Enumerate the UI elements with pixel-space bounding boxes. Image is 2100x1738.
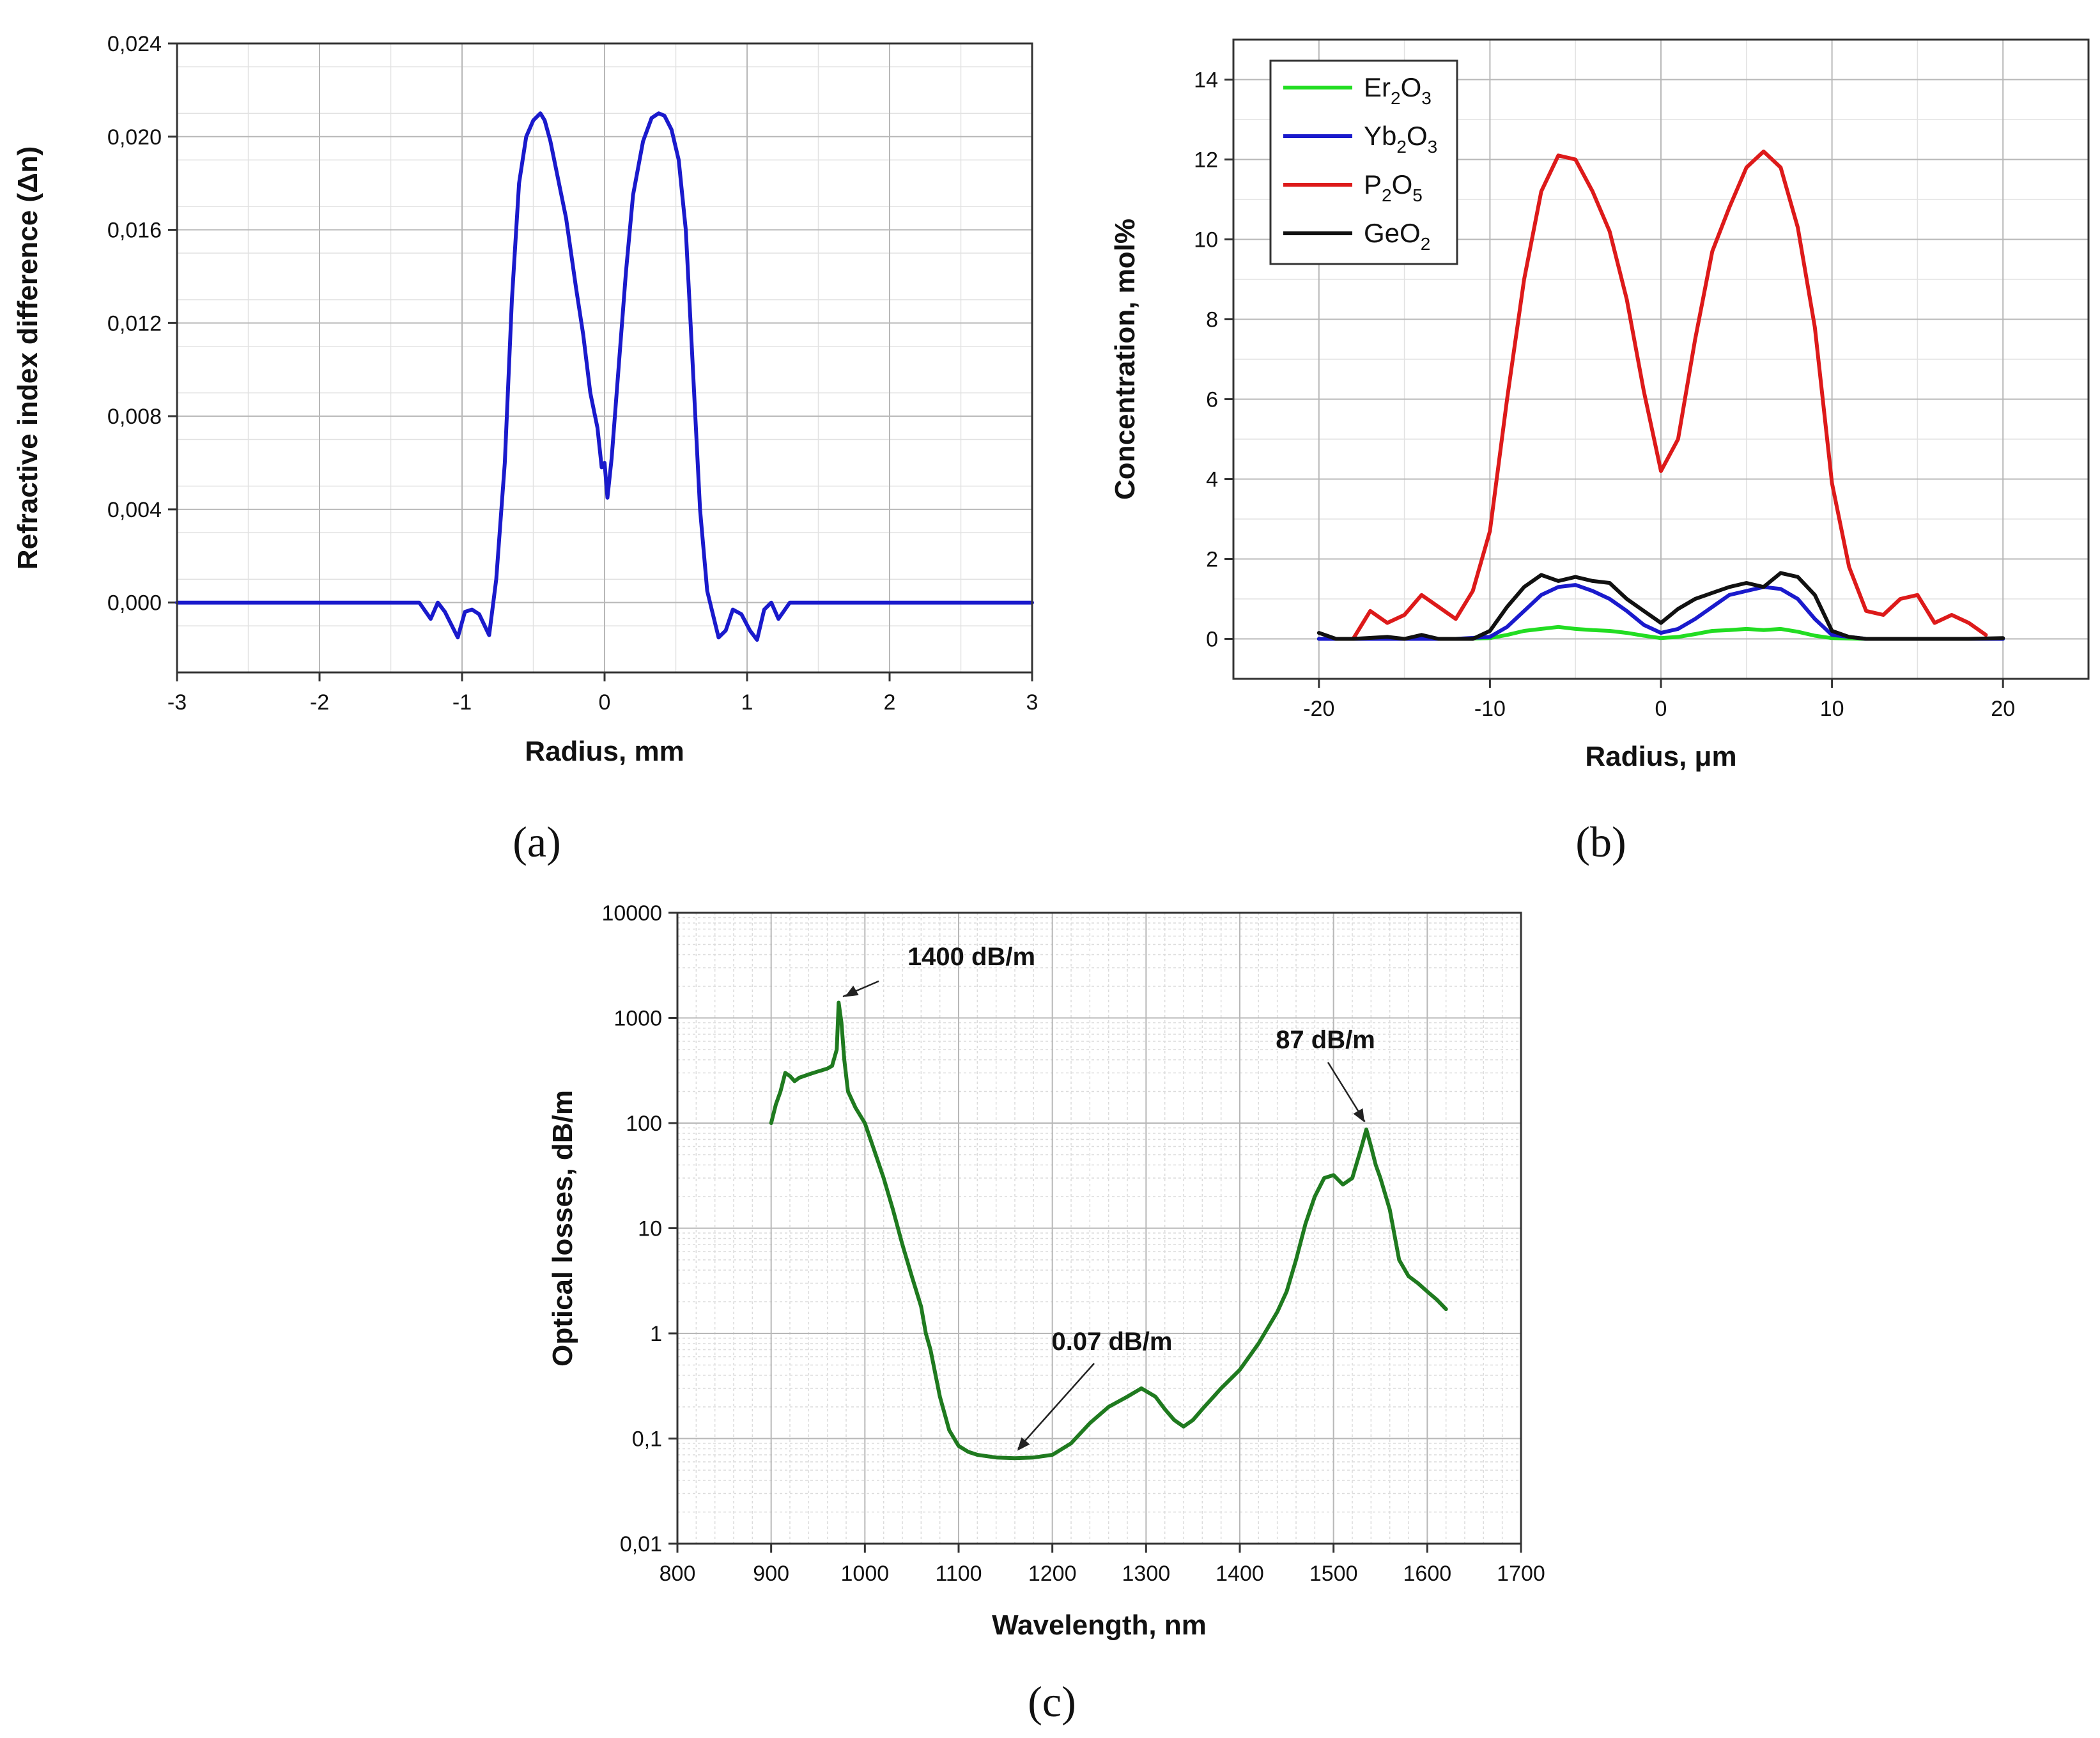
annotation-label: 0.07 dB/m: [1052, 1328, 1173, 1356]
legend-legend-sub2: 3: [1421, 88, 1432, 108]
legend-legend-mid: O: [1401, 72, 1422, 102]
y-tick-label: 0,012: [107, 311, 162, 336]
y-tick-label: 10: [1194, 228, 1218, 252]
annotation-label: 1400 dB/m: [907, 943, 1035, 971]
legend-legend-sub1: 2: [1391, 88, 1401, 108]
y-tick-label: 0,004: [107, 498, 162, 522]
panel-label: (a): [513, 818, 560, 866]
x-tick-label: -3: [167, 690, 187, 715]
y-tick-label: 12: [1194, 148, 1218, 173]
y-tick-label: 6: [1206, 388, 1218, 412]
x-tick-label: 0: [599, 690, 611, 715]
x-tick-label: 1600: [1403, 1562, 1452, 1586]
x-tick-label: 1100: [935, 1562, 982, 1586]
legend-entry: Er2O3: [1364, 72, 1432, 108]
annotation-arrowhead: [1017, 1437, 1030, 1451]
x-tick-label: -2: [310, 690, 329, 715]
legend-legend-sub2: 5: [1412, 185, 1423, 205]
annotation-arrowhead: [844, 985, 859, 997]
chart-b: -20 -10 0 10 20 0 2 4 6 8 10 12 14 Radius, μm Concentr…: [1109, 38, 2090, 866]
x-tick-label: 1200: [1028, 1562, 1077, 1586]
legend-legend-main: Er: [1364, 72, 1391, 102]
y-tick-label: 100: [626, 1112, 662, 1136]
x-tick-label: 20: [1991, 697, 2015, 721]
y-tick-label: 2: [1206, 548, 1218, 572]
y-tick-label: 1: [650, 1322, 662, 1346]
chart-a: -3 -2 -1 0 1 2 3 0,000 0,004 0,008 0,012 0,016 0,020…: [12, 32, 1038, 866]
x-tick-label: 1300: [1122, 1562, 1171, 1586]
legend-legend-main: GeO: [1364, 218, 1421, 248]
y-axis-label: Optical losses, dB/m: [547, 1090, 578, 1367]
y-tick-label: 0,000: [107, 591, 162, 616]
y-tick-label: 10000: [601, 901, 662, 926]
y-tick-label: 0,008: [107, 405, 162, 429]
annotation-arrow: [1017, 1363, 1095, 1450]
x-tick-label: 800: [660, 1562, 696, 1586]
legend-legend-sub1: 2: [1396, 137, 1407, 157]
panel-label: (c): [1028, 1677, 1076, 1726]
x-tick-label: 1000: [841, 1562, 890, 1586]
x-tick-label: 2: [884, 690, 896, 715]
x-tick-label: -1: [452, 690, 472, 715]
x-tick-label: 1: [741, 690, 753, 715]
y-tick-label: 10: [638, 1217, 662, 1241]
annotation-label: 87 dB/m: [1276, 1026, 1375, 1054]
x-tick-label: 1500: [1309, 1562, 1358, 1586]
x-tick-label: 3: [1026, 690, 1038, 715]
x-tick-label: 0: [1655, 697, 1667, 721]
y-tick-label: 0,020: [107, 125, 162, 150]
plot-frame: [176, 42, 1033, 674]
panel-label: (b): [1575, 818, 1626, 866]
plot-frame: [1232, 38, 2090, 680]
y-tick-label: 0,1: [632, 1427, 662, 1452]
legend-legend-main: Yb: [1364, 121, 1396, 151]
series-line-geo2: [1316, 571, 2005, 641]
x-axis-label: Wavelength, nm: [992, 1610, 1207, 1641]
y-tick-label: 0: [1206, 628, 1218, 652]
legend-legend-mid: O: [1407, 121, 1428, 151]
x-tick-label: 1700: [1497, 1562, 1545, 1586]
x-tick-label: 1400: [1216, 1562, 1264, 1586]
y-tick-label: 8: [1206, 308, 1218, 332]
legend-box: [1269, 59, 1458, 265]
y-tick-label: 1000: [614, 1007, 662, 1031]
y-tick-label: 0,016: [107, 219, 162, 243]
y-tick-label: 0,01: [620, 1532, 662, 1556]
series-line-p2o5: [1351, 150, 1988, 641]
series-line--n: [175, 111, 1034, 642]
legend-legend-sub1: 2: [1421, 234, 1431, 254]
plot-frame: [676, 912, 1522, 1545]
series-line-optical-losses: [769, 1000, 1448, 1461]
y-tick-label: 14: [1194, 68, 1218, 93]
legend-legend-main: P: [1364, 169, 1382, 199]
legend-entry: P2O5: [1364, 169, 1423, 205]
x-tick-label: -10: [1474, 697, 1506, 721]
chart-c: 800 900 1000 1100 1200 1300 1400 1500 1600 17000,…: [547, 901, 1545, 1726]
x-tick-label: 10: [1820, 697, 1844, 721]
x-axis-label: Radius, mm: [525, 736, 684, 767]
series-line-yb2o3: [1316, 583, 2005, 641]
x-tick-label: -20: [1303, 697, 1334, 721]
y-tick-label: 4: [1206, 468, 1218, 492]
x-axis-label: Radius, μm: [1585, 741, 1736, 772]
x-tick-label: 900: [753, 1562, 789, 1586]
legend-legend-sub1: 2: [1382, 185, 1392, 205]
y-axis-label: Concentration, mol%: [1109, 219, 1141, 500]
annotation-arrowhead: [1353, 1108, 1365, 1122]
legend-legend-sub2: 3: [1428, 137, 1438, 157]
legend-legend-mid: O: [1392, 169, 1413, 199]
legend-entry: GeO2: [1364, 218, 1430, 254]
y-tick-label: 0,024: [107, 32, 162, 56]
y-axis-label: Refractive index difference (Δn): [12, 146, 43, 570]
legend-entry: Yb2O3: [1364, 121, 1437, 157]
